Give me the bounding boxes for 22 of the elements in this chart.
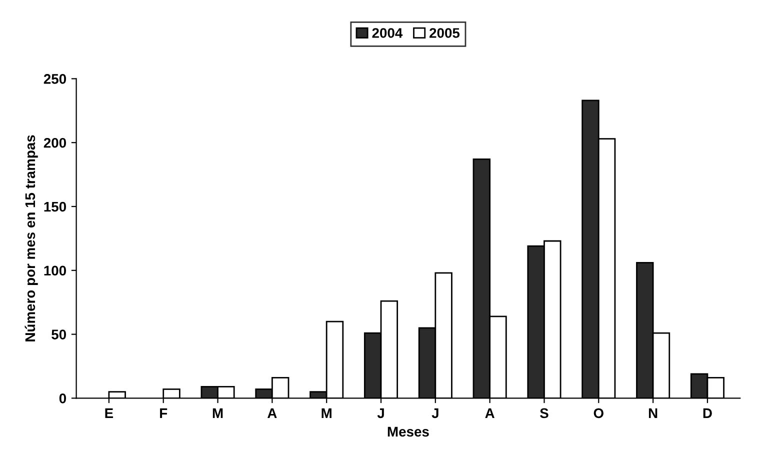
x-tick-label: A — [268, 408, 277, 418]
x-tick-label: A — [485, 408, 494, 418]
y-tick-label: 100 — [44, 266, 66, 276]
x-axis-title: Meses — [388, 426, 429, 437]
x-tick-label: M — [322, 408, 332, 418]
y-tick-label: 0 — [59, 394, 66, 404]
x-tick-label: M — [212, 408, 223, 418]
x-tick-label: D — [703, 408, 712, 418]
x-tick-label: S — [540, 408, 548, 418]
legend-label: 2004 — [372, 28, 403, 38]
x-tick-label: F — [160, 408, 168, 418]
y-tick-label: 50 — [52, 330, 66, 340]
y-tick-label: 250 — [44, 74, 66, 84]
y-tick-label: 150 — [44, 202, 66, 212]
legend-label: 2005 — [430, 28, 460, 38]
x-tick-label: E — [105, 408, 114, 418]
x-tick-label: N — [648, 408, 658, 418]
y-axis-title: Número por mes en 15 trampas — [24, 135, 38, 342]
y-tick-label: 200 — [44, 138, 66, 148]
x-tick-label: J — [377, 408, 384, 418]
x-tick-label: J — [432, 408, 438, 418]
x-tick-label: O — [594, 408, 604, 418]
